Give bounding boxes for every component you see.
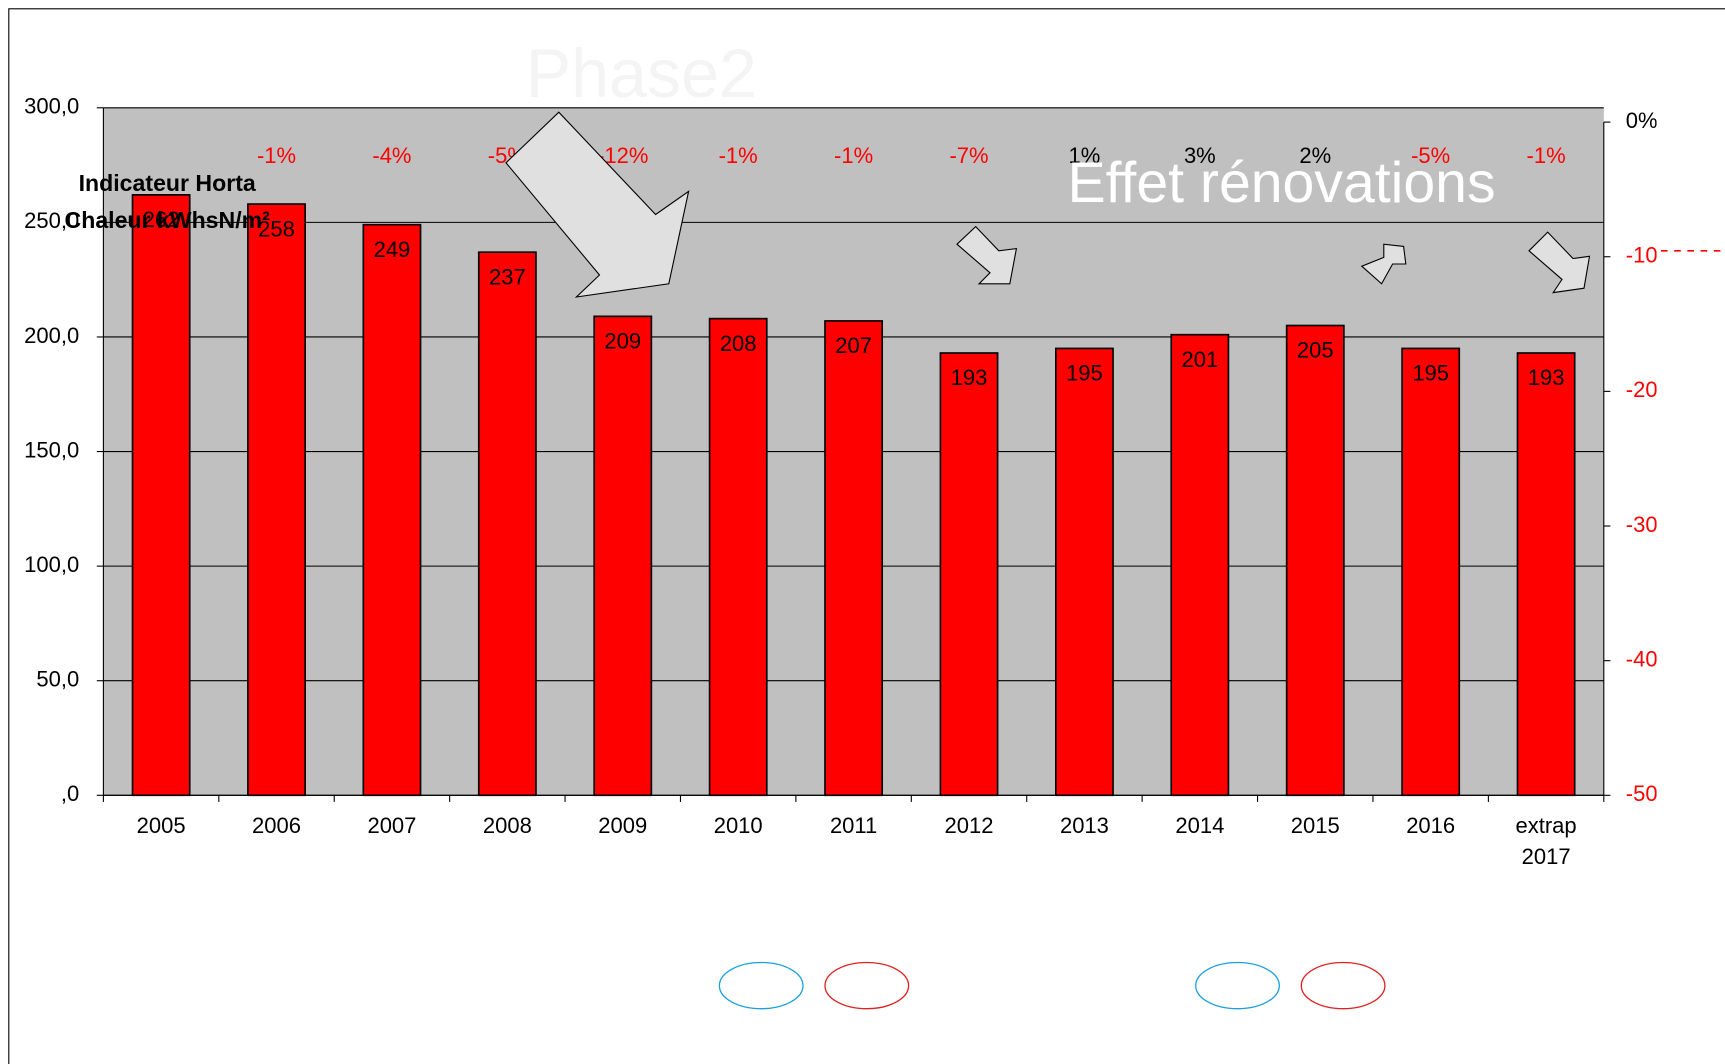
marks: ,0 50,0 100,0 150,0 200,0 250,0 300,0 2005 262 20… <box>24 94 1605 869</box>
bar <box>477 251 537 797</box>
arrow <box>1360 243 1407 285</box>
x-tick-label: 2006 <box>252 813 301 838</box>
arrow <box>956 225 1018 285</box>
y2-tick-label: -10% <box>1626 243 1677 268</box>
bar <box>1055 347 1114 797</box>
chart-body: ,0 50,0 100,0 150,0 200,0 250,0 300,0 2005 262 20… <box>8 8 1725 1064</box>
annotation: Effet rénovations <box>1067 151 1495 215</box>
ellipse <box>1300 961 1386 1010</box>
y-tick-label: 100,0 <box>24 552 79 577</box>
y2-tick-label: -40% <box>1626 646 1677 671</box>
value-label: 195 <box>1066 361 1103 386</box>
change-label: 2% <box>1299 143 1331 168</box>
y2-tick-label: -50% <box>1626 781 1677 806</box>
bar <box>1401 347 1461 797</box>
value-label: 237 <box>489 264 526 289</box>
y2-tick-label: -20% <box>1626 377 1677 402</box>
change-label: -4% <box>372 143 411 168</box>
x-tick-label: 2015 <box>1291 813 1340 838</box>
ellipse <box>824 961 910 1010</box>
frame <box>8 8 1725 1064</box>
y-tick-label: 250,0 <box>24 208 79 233</box>
change-label: -5% <box>1411 143 1450 168</box>
value-label: 208 <box>720 331 757 356</box>
arrow <box>1528 231 1591 294</box>
y2-axis: 0% -10% -20% -30% -40% -50% <box>1603 108 1677 806</box>
arrows <box>505 111 1591 298</box>
bar <box>247 203 306 797</box>
value-label: 205 <box>1297 338 1334 363</box>
value-label: 249 <box>374 237 411 262</box>
bar <box>824 320 884 797</box>
ellipses <box>718 961 1386 1010</box>
bar <box>1285 324 1345 797</box>
ellipse <box>718 961 804 1010</box>
bar <box>708 317 768 797</box>
value-label: 195 <box>1412 361 1449 386</box>
bar <box>1170 333 1230 797</box>
value-label: 262 <box>143 207 180 232</box>
y-tick-label: 200,0 <box>24 323 79 348</box>
x-tick-label: 2014 <box>1175 813 1224 838</box>
x-tick-label: 2008 <box>483 813 532 838</box>
value-label: 201 <box>1181 347 1218 372</box>
change-label: -1% <box>257 143 296 168</box>
x-tick-label: extrap 2017 <box>1516 813 1577 869</box>
value-label: 193 <box>951 365 988 390</box>
change-label: 1% <box>1069 143 1101 168</box>
bar <box>593 315 653 797</box>
x-tick-label: 2005 <box>137 813 186 838</box>
value-label: 193 <box>1528 365 1565 390</box>
y-tick-label: 50,0 <box>36 667 79 692</box>
bar <box>1516 352 1576 797</box>
x-tick-label: 2013 <box>1060 813 1109 838</box>
x-tick-label: 2012 <box>945 813 994 838</box>
change-label: 3% <box>1184 143 1216 168</box>
change-label: -1% <box>834 143 873 168</box>
y-tick-label: ,0 <box>61 781 79 806</box>
change-label: -1% <box>1527 143 1566 168</box>
bar <box>362 223 422 797</box>
y-tick-label: 300,0 <box>24 94 79 119</box>
value-label: 258 <box>258 216 295 241</box>
value-label: 207 <box>835 333 872 358</box>
y-tick-label: 150,0 <box>24 437 79 462</box>
ellipse <box>1195 961 1280 1010</box>
x-tick-label: 2011 <box>830 813 877 838</box>
change-label: -7% <box>949 143 988 168</box>
bar <box>131 194 191 797</box>
x-tick-label: 2016 <box>1406 813 1455 838</box>
x-tick-label: 2007 <box>367 813 416 838</box>
change-label: -1% <box>719 143 758 168</box>
bar <box>939 352 999 797</box>
annotation: Phase2 <box>526 36 757 112</box>
x-tick-label: 2009 <box>598 813 647 838</box>
x-tick-label: 2010 <box>714 813 763 838</box>
chart-title: Indicateur Horta Chaleur kWhsN/m² <box>65 170 271 233</box>
value-label: 209 <box>604 329 641 354</box>
y2-tick-label: 0% <box>1626 108 1658 133</box>
arrow <box>505 111 690 298</box>
y2-tick-label: -30% <box>1626 512 1677 537</box>
